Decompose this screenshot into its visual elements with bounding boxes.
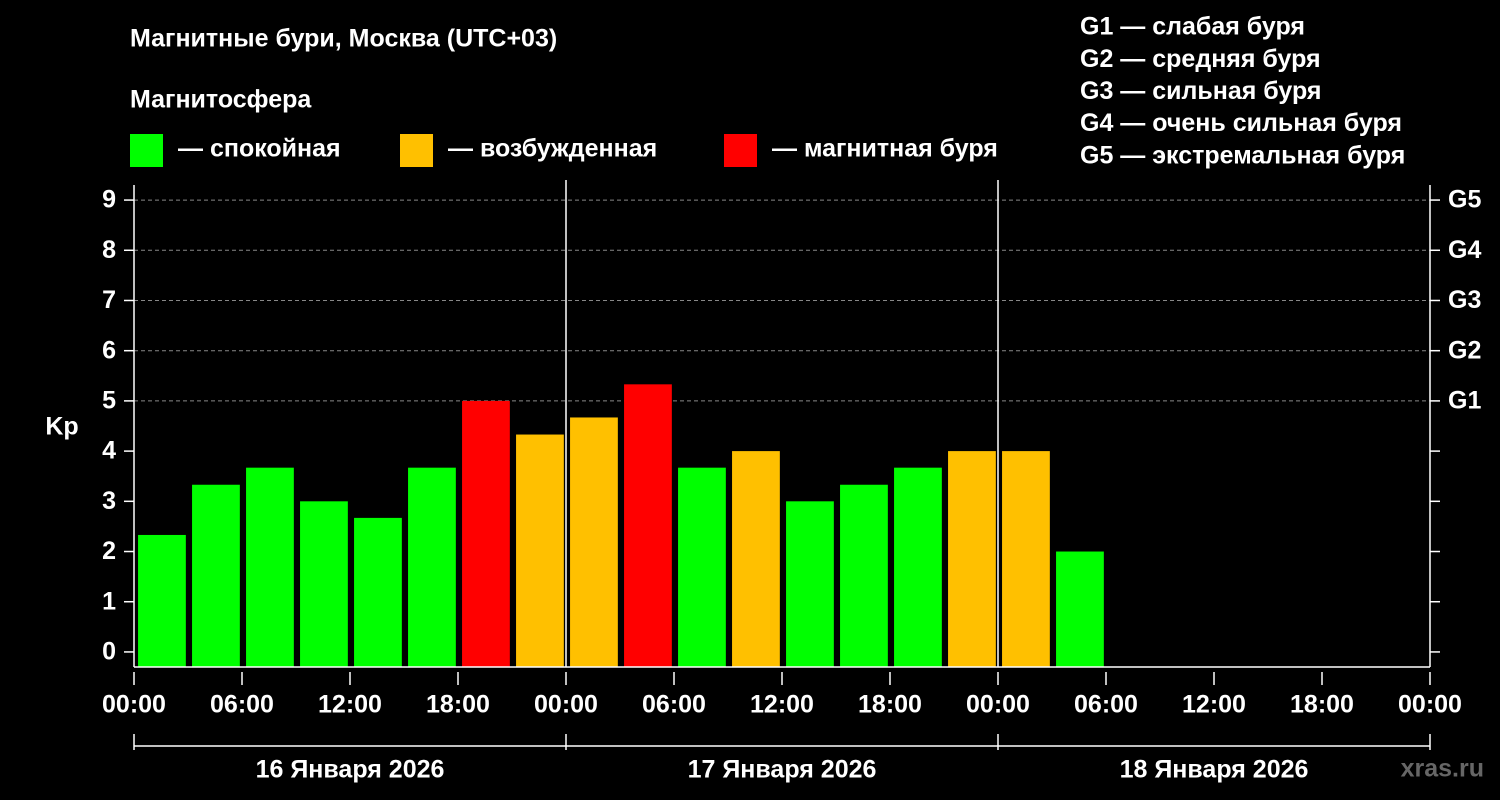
- bar: [624, 384, 672, 667]
- x-tick-label: 00:00: [102, 691, 166, 719]
- y-tick-label: 6: [102, 336, 116, 364]
- x-tick-label: 12:00: [318, 691, 382, 719]
- y-tick-label: 2: [102, 537, 116, 565]
- bar: [1056, 551, 1104, 667]
- x-tick-label: 18:00: [426, 691, 490, 719]
- y2-tick-label: G3: [1448, 286, 1481, 314]
- chart-title: Магнитные бури, Москва (UTC+03): [130, 25, 557, 53]
- bar: [354, 517, 402, 667]
- y-tick-label: 1: [102, 587, 116, 615]
- storm-scale-label: G4 — очень сильная буря: [1080, 109, 1402, 137]
- bar: [516, 434, 564, 667]
- bar: [192, 484, 240, 667]
- y-tick-label: 7: [102, 286, 116, 314]
- x-tick-label: 12:00: [1182, 691, 1246, 719]
- y2-tick-label: G4: [1448, 236, 1481, 264]
- bar: [732, 451, 780, 667]
- bar: [678, 467, 726, 667]
- x-tick-label: 06:00: [1074, 691, 1138, 719]
- day-label: 17 Января 2026: [688, 756, 877, 784]
- storm-scale-label: G1 — слабая буря: [1080, 13, 1305, 41]
- legend-swatch: [724, 134, 757, 167]
- y2-tick-label: G5: [1448, 186, 1481, 214]
- storm-scale-label: G2 — средняя буря: [1080, 45, 1321, 73]
- bar: [948, 451, 996, 667]
- subtitle: Магнитосфера: [130, 86, 312, 114]
- x-tick-label: 00:00: [966, 691, 1030, 719]
- y-tick-label: 9: [102, 186, 116, 214]
- bar: [786, 501, 834, 667]
- legend-swatch: [130, 134, 163, 167]
- storm-scale-label: G3 — сильная буря: [1080, 77, 1322, 105]
- legend-swatch: [400, 134, 433, 167]
- y-tick-label: 4: [102, 437, 116, 465]
- x-tick-label: 12:00: [750, 691, 814, 719]
- x-tick-label: 06:00: [642, 691, 706, 719]
- y-tick-label: 5: [102, 387, 116, 415]
- bar: [462, 400, 510, 667]
- y-tick-label: 8: [102, 236, 116, 264]
- storm-scale-label: G5 — экстремальная буря: [1080, 141, 1405, 169]
- bar: [894, 467, 942, 667]
- y2-tick-label: G2: [1448, 336, 1481, 364]
- legend-label: — спокойная: [178, 135, 341, 163]
- legend-label: — магнитная буря: [772, 135, 998, 163]
- x-tick-label: 00:00: [1398, 691, 1462, 719]
- bar: [570, 417, 618, 667]
- y-tick-label: 0: [102, 638, 116, 666]
- bar: [408, 467, 456, 667]
- bar: [300, 501, 348, 667]
- x-tick-label: 00:00: [534, 691, 598, 719]
- x-tick-label: 06:00: [210, 691, 274, 719]
- day-label: 16 Января 2026: [256, 756, 445, 784]
- bar: [138, 534, 186, 667]
- watermark: xras.ru: [1401, 755, 1484, 783]
- x-tick-label: 18:00: [858, 691, 922, 719]
- x-tick-label: 18:00: [1290, 691, 1354, 719]
- y2-tick-label: G1: [1448, 387, 1481, 415]
- bar: [1002, 451, 1050, 667]
- y-tick-label: 3: [102, 487, 116, 515]
- y-axis-label: Kp: [45, 413, 78, 441]
- bar: [246, 467, 294, 667]
- day-label: 18 Января 2026: [1120, 756, 1309, 784]
- legend-label: — возбужденная: [448, 135, 657, 163]
- bar: [840, 484, 888, 667]
